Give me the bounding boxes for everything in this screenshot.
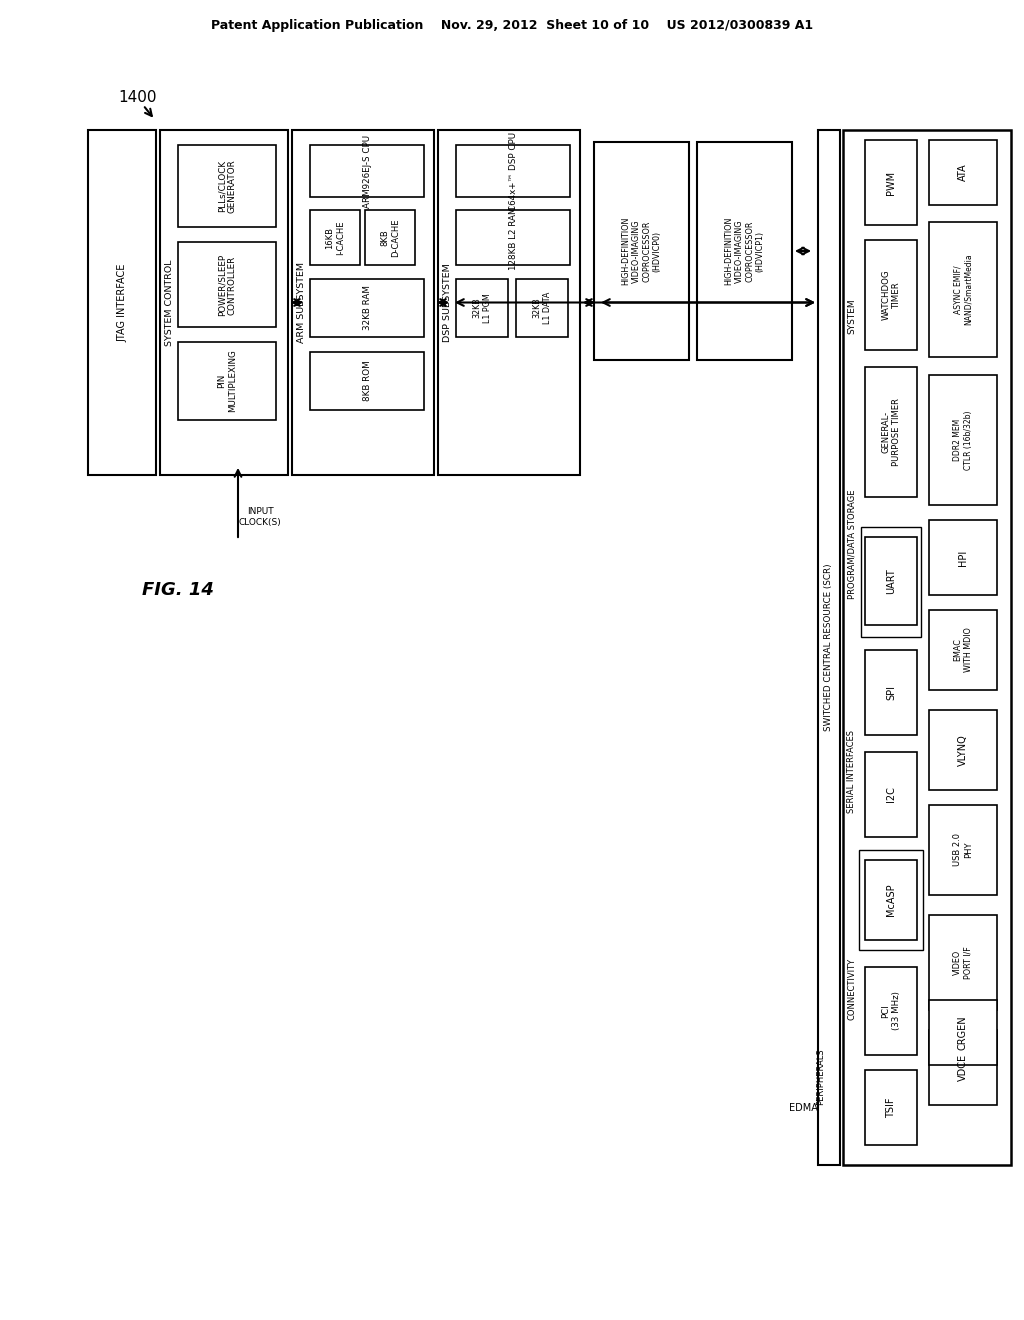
- Text: 8KB
D-CACHE: 8KB D-CACHE: [380, 219, 399, 257]
- Bar: [929, 222, 997, 356]
- Text: 16KB
I-CACHE: 16KB I-CACHE: [326, 220, 345, 255]
- Text: TSIF: TSIF: [886, 1097, 896, 1118]
- Text: CRGEN: CRGEN: [958, 1015, 968, 1049]
- Text: VLYNQ: VLYNQ: [958, 734, 968, 766]
- Bar: [310, 352, 424, 411]
- Bar: [929, 805, 997, 895]
- Bar: [859, 850, 923, 950]
- Text: VDCE: VDCE: [958, 1053, 968, 1081]
- Text: FIG. 14: FIG. 14: [142, 581, 214, 599]
- Text: ARM926EJ-S CPU: ARM926EJ-S CPU: [362, 135, 372, 207]
- Bar: [310, 210, 360, 265]
- Bar: [516, 279, 568, 337]
- Bar: [865, 140, 918, 224]
- Text: PLLs/CLOCK
GENERATOR: PLLs/CLOCK GENERATOR: [217, 160, 237, 213]
- Bar: [861, 527, 921, 638]
- Bar: [292, 129, 434, 475]
- Bar: [160, 129, 288, 475]
- Bar: [178, 242, 276, 327]
- Text: DDR2 MEM
CTLR (16b/32b): DDR2 MEM CTLR (16b/32b): [953, 411, 973, 470]
- Bar: [438, 129, 580, 475]
- Text: USB 2.0
PHY: USB 2.0 PHY: [953, 833, 973, 866]
- Text: WATCHDOG
TIMER: WATCHDOG TIMER: [882, 269, 901, 321]
- Bar: [865, 649, 918, 735]
- Text: SWITCHED CENTRAL RESOURCE (SCR): SWITCHED CENTRAL RESOURCE (SCR): [824, 564, 834, 731]
- Bar: [310, 279, 424, 337]
- Text: VIDEO
PORT I/F: VIDEO PORT I/F: [953, 946, 973, 979]
- Text: JTAG INTERFACE: JTAG INTERFACE: [117, 263, 127, 342]
- Text: 1400: 1400: [119, 91, 158, 106]
- Text: SPI: SPI: [886, 685, 896, 700]
- Text: ATA: ATA: [958, 164, 968, 181]
- Bar: [178, 145, 276, 227]
- Text: INPUT
CLOCK(S): INPUT CLOCK(S): [239, 507, 282, 527]
- Text: CONNECTIVITY: CONNECTIVITY: [848, 958, 856, 1020]
- Bar: [865, 752, 918, 837]
- Bar: [929, 375, 997, 506]
- Bar: [929, 610, 997, 690]
- Bar: [865, 367, 918, 498]
- Text: ARM SUBSYSTEM: ARM SUBSYSTEM: [297, 261, 305, 343]
- Bar: [594, 143, 689, 360]
- Bar: [929, 710, 997, 789]
- Text: POWER/SLEEP
CONTROLLER: POWER/SLEEP CONTROLLER: [217, 253, 237, 315]
- Bar: [929, 1030, 997, 1105]
- Bar: [456, 210, 570, 265]
- Bar: [456, 145, 570, 197]
- Bar: [929, 915, 997, 1010]
- Text: SERIAL INTERFACES: SERIAL INTERFACES: [848, 730, 856, 813]
- Text: ASYNC EMIF/
NAND/SmartMedia: ASYNC EMIF/ NAND/SmartMedia: [953, 253, 973, 325]
- Text: C64x+™ DSP CPU: C64x+™ DSP CPU: [509, 132, 517, 211]
- Bar: [929, 520, 997, 595]
- Text: HPI: HPI: [958, 549, 968, 566]
- Text: 8KB ROM: 8KB ROM: [362, 360, 372, 401]
- Text: PERIPHERALS: PERIPHERALS: [816, 1048, 825, 1105]
- Text: 32KB
L1 PGM: 32KB L1 PGM: [472, 293, 492, 323]
- Bar: [818, 129, 840, 1166]
- Text: 32KB
L1 DATA: 32KB L1 DATA: [532, 292, 552, 325]
- Text: HIGH-DEFINITION
VIDEO-IMAGING
COPROCESSOR
(HDVICP1): HIGH-DEFINITION VIDEO-IMAGING COPROCESSO…: [724, 216, 765, 285]
- Text: PWM: PWM: [886, 170, 896, 194]
- Text: 128KB L2 RAM: 128KB L2 RAM: [509, 206, 517, 269]
- Bar: [865, 240, 918, 350]
- Text: UART: UART: [886, 568, 896, 594]
- Bar: [865, 861, 918, 940]
- Bar: [310, 145, 424, 197]
- Bar: [697, 143, 792, 360]
- Text: SYSTEM: SYSTEM: [848, 298, 856, 334]
- Bar: [865, 1071, 918, 1144]
- Bar: [865, 537, 918, 624]
- Text: DSP SUBSYSTEM: DSP SUBSYSTEM: [442, 263, 452, 342]
- Bar: [865, 968, 918, 1055]
- Text: PIN
MULTIPLEXING: PIN MULTIPLEXING: [217, 350, 237, 412]
- Bar: [929, 1001, 997, 1065]
- Text: PCI
(33 MHz): PCI (33 MHz): [882, 991, 901, 1031]
- Bar: [929, 140, 997, 205]
- Text: GENERAL-
PURPOSE TIMER: GENERAL- PURPOSE TIMER: [882, 399, 901, 466]
- Text: 32KB RAM: 32KB RAM: [362, 285, 372, 330]
- Text: I2C: I2C: [886, 787, 896, 803]
- Text: HIGH-DEFINITION
VIDEO-IMAGING
COPROCESSOR
(HDVICP0): HIGH-DEFINITION VIDEO-IMAGING COPROCESSO…: [622, 216, 662, 285]
- Text: Patent Application Publication    Nov. 29, 2012  Sheet 10 of 10    US 2012/03008: Patent Application Publication Nov. 29, …: [211, 18, 813, 32]
- Bar: [365, 210, 415, 265]
- Bar: [843, 129, 1011, 1166]
- Text: PROGRAM/DATA STORAGE: PROGRAM/DATA STORAGE: [848, 490, 856, 599]
- Text: SYSTEM CONTROL: SYSTEM CONTROL: [165, 259, 173, 346]
- Bar: [88, 129, 156, 475]
- Bar: [178, 342, 276, 420]
- Text: McASP: McASP: [886, 883, 896, 916]
- Text: EDMA: EDMA: [788, 1104, 817, 1113]
- Bar: [456, 279, 508, 337]
- Text: EMAC
WITH MDIO: EMAC WITH MDIO: [953, 627, 973, 672]
